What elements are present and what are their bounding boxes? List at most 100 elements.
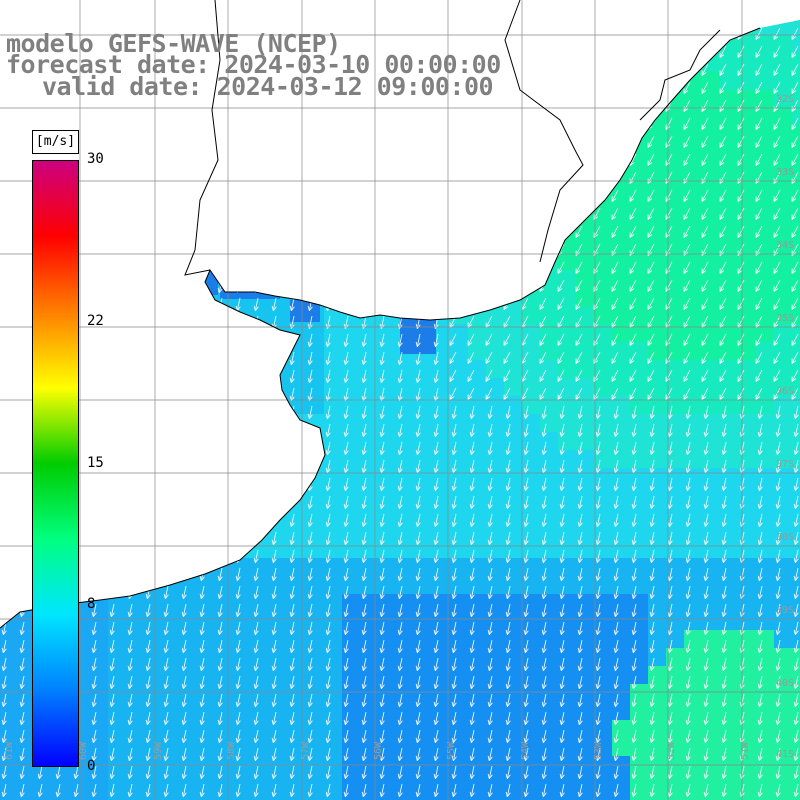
wind-arrow <box>701 153 709 166</box>
wind-speed-cell <box>684 666 702 684</box>
wind-speed-cell <box>378 522 396 540</box>
wind-speed-cell <box>738 180 756 198</box>
wind-speed-cell <box>450 342 468 360</box>
latitude-label: 41S <box>776 749 794 760</box>
wind-speed-cell <box>360 720 378 738</box>
wind-speed-cell <box>342 594 360 612</box>
wind-speed-cell <box>666 126 684 144</box>
wind-speed-cell <box>486 792 504 800</box>
wind-speed-cell <box>360 432 378 450</box>
wind-speed-cell <box>342 792 360 800</box>
wind-speed-cell <box>612 504 630 522</box>
wind-speed-cell <box>720 540 738 558</box>
wind-speed-cell <box>558 558 576 576</box>
wind-speed-cell <box>630 216 648 234</box>
wind-speed-cell <box>432 378 450 396</box>
wind-speed-cell <box>612 360 630 378</box>
wind-speed-cell <box>486 540 504 558</box>
wind-speed-cell <box>270 648 288 666</box>
wind-speed-cell <box>558 576 576 594</box>
wind-speed-cell <box>504 360 522 378</box>
wind-speed-cell <box>684 198 702 216</box>
wind-speed-cell <box>252 612 270 630</box>
wind-speed-cell <box>324 666 342 684</box>
wind-speed-cell <box>396 522 414 540</box>
wind-speed-cell <box>540 288 558 306</box>
wind-arrow <box>737 63 745 76</box>
wind-speed-cell <box>756 306 774 324</box>
wind-speed-cell <box>342 720 360 738</box>
wind-speed-cell <box>468 684 486 702</box>
wind-speed-cell <box>270 306 288 324</box>
wind-speed-cell <box>666 432 684 450</box>
wind-speed-cell <box>612 414 630 432</box>
wind-speed-cell <box>576 486 594 504</box>
wind-speed-cell <box>576 558 594 576</box>
wind-speed-cell <box>522 684 540 702</box>
wind-speed-cell <box>360 630 378 648</box>
wind-speed-cell <box>756 558 774 576</box>
wind-speed-cell <box>288 630 306 648</box>
wind-speed-cell <box>648 180 666 198</box>
wind-speed-cell <box>90 630 108 648</box>
wind-arrow <box>737 117 745 130</box>
wind-speed-cell <box>702 144 720 162</box>
wind-speed-cell <box>522 738 540 756</box>
wind-speed-cell <box>522 630 540 648</box>
wind-speed-cell <box>774 558 792 576</box>
wind-speed-cell <box>792 162 800 180</box>
wind-speed-cell <box>342 342 360 360</box>
wind-speed-cell <box>756 648 774 666</box>
wind-speed-cell <box>738 252 756 270</box>
wind-speed-cell <box>684 414 702 432</box>
wind-speed-cell <box>450 432 468 450</box>
wind-speed-cell <box>396 486 414 504</box>
wind-speed-cell <box>378 612 396 630</box>
wind-speed-cell <box>666 738 684 756</box>
wind-speed-cell <box>252 720 270 738</box>
wind-speed-cell <box>36 774 54 792</box>
wind-speed-cell <box>450 702 468 720</box>
wind-speed-cell <box>684 342 702 360</box>
wind-speed-cell <box>702 198 720 216</box>
wind-speed-cell <box>288 702 306 720</box>
wind-speed-cell <box>306 504 324 522</box>
wind-speed-cell <box>180 648 198 666</box>
wind-speed-cell <box>720 702 738 720</box>
wind-speed-cell <box>360 792 378 800</box>
wind-speed-cell <box>0 738 18 756</box>
wind-speed-cell <box>612 792 630 800</box>
wind-speed-cell <box>774 360 792 378</box>
wind-speed-cell <box>198 666 216 684</box>
wind-speed-cell <box>486 774 504 792</box>
wind-speed-cell <box>540 414 558 432</box>
wind-speed-cell <box>648 162 666 180</box>
wind-speed-cell <box>594 630 612 648</box>
wind-speed-cell <box>432 432 450 450</box>
wind-speed-cell <box>738 468 756 486</box>
wind-speed-cell <box>738 144 756 162</box>
wind-arrow <box>719 135 727 148</box>
wind-speed-cell <box>666 342 684 360</box>
wind-speed-cell <box>738 630 756 648</box>
wind-speed-cell <box>756 360 774 378</box>
wind-speed-cell <box>756 54 774 72</box>
wind-arrow <box>683 153 691 166</box>
wind-speed-cell <box>540 450 558 468</box>
wind-speed-cell <box>54 774 72 792</box>
wind-speed-cell <box>306 702 324 720</box>
wind-speed-cell <box>72 774 90 792</box>
wind-speed-cell <box>504 558 522 576</box>
wind-speed-cell <box>630 630 648 648</box>
wind-speed-cell <box>234 558 252 576</box>
wind-arrow <box>701 81 709 94</box>
wind-speed-cell <box>792 198 800 216</box>
wind-speed-cell <box>630 594 648 612</box>
wind-speed-cell <box>630 414 648 432</box>
wind-speed-cell <box>756 144 774 162</box>
wind-speed-cell <box>90 738 108 756</box>
wind-speed-cell <box>18 648 36 666</box>
wind-speed-cell <box>720 486 738 504</box>
wind-speed-cell <box>468 342 486 360</box>
wind-speed-cell <box>774 396 792 414</box>
